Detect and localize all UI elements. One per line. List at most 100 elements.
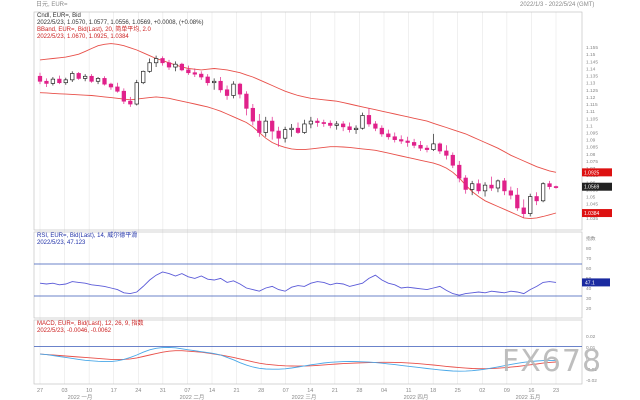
candle-body [379, 127, 384, 135]
x-tick-label: 14 [307, 388, 313, 394]
candle-body [276, 130, 281, 139]
price-axis-label: 1.12 [586, 95, 596, 101]
macd-axis-label: 0.02 [586, 334, 596, 340]
bollinger-lower-line [39, 92, 557, 220]
price-axis-label: 1.105 [586, 116, 598, 122]
candle-body [444, 150, 449, 156]
candle-body [257, 120, 262, 133]
candle-body [102, 78, 107, 85]
price-axis-label: 1.1 [586, 123, 593, 129]
rsi-axis-label: 指数 [586, 235, 596, 242]
tag-price-bg [582, 182, 612, 191]
candle-body [482, 184, 488, 192]
price-axis-label: 1.05 [586, 195, 596, 201]
x-tick-label: 25 [455, 388, 461, 394]
candle-body [95, 78, 101, 82]
price-axis-label: 1.145 [586, 59, 598, 65]
price-legend-2: 2022/5/23, 1.0570, 1.0577, 1.0556, 1.056… [37, 20, 204, 26]
candle-body [502, 180, 507, 192]
candle-body [76, 73, 81, 79]
date-range: 2022/1/3 - 2022/5/24 (GMT) [520, 2, 595, 8]
candle-body [212, 80, 217, 84]
candle-body [70, 73, 75, 81]
price-axis-label: 1.09 [586, 138, 596, 144]
candle-body [205, 76, 210, 84]
candle-body [270, 120, 275, 132]
candle-body [308, 120, 314, 125]
candle-body [341, 123, 346, 128]
rsi-legend-2: 2022/5/23, 47.123 [37, 240, 86, 246]
rsi-axis-label: 20 [586, 306, 592, 312]
x-month-label: 2022 四月 [404, 394, 429, 400]
candle-body [470, 183, 475, 190]
price-axis-label: 1.15 [586, 52, 596, 58]
candle-body [153, 58, 159, 64]
candle-body [37, 75, 43, 82]
candle-body [553, 186, 559, 188]
x-tick-label: 21 [332, 388, 338, 394]
price-axis-label: 1.11 [586, 109, 595, 115]
candle-body [521, 207, 526, 214]
candle-body [353, 127, 359, 131]
price-axis-label: 1.035 [586, 216, 598, 222]
rsi-tag: 47.1 [585, 280, 595, 286]
price-axis-label: 1.115 [586, 102, 598, 108]
x-tick-label: 28 [258, 388, 264, 394]
candle-body [302, 123, 307, 133]
x-month-label: 2022 三月 [292, 394, 317, 400]
x-tick-label: 11 [406, 388, 412, 394]
macd-axis-label: 0.01 [586, 345, 596, 351]
x-tick-label: 07 [283, 388, 289, 394]
candle-body [231, 83, 236, 96]
candle-body [115, 86, 120, 92]
candle-body [121, 90, 126, 102]
candle-body [411, 142, 417, 146]
macd-legend-1: MACD, EUR=, Bid(Last), 12, 26, 9, 指数 [37, 321, 144, 327]
x-tick-label: 07 [184, 388, 190, 394]
rsi-axis-label: 70 [586, 256, 592, 262]
candle-body [405, 140, 410, 143]
tag-upper-bg [582, 168, 612, 177]
candle-body [147, 62, 152, 72]
candle-body [508, 190, 513, 196]
candle-body [295, 127, 301, 133]
candle-body [89, 75, 94, 82]
candle-body [450, 154, 455, 166]
x-month-label: 2022 二月 [180, 394, 205, 400]
candle-body [250, 107, 255, 122]
price-axis-label: 1.085 [586, 145, 598, 151]
x-tick-label: 21 [234, 388, 240, 394]
bband-legend-2: 2022/5/23, 1.0670, 1.0925, 1.0384 [37, 34, 129, 40]
candle-body [399, 139, 404, 142]
candle-body [528, 196, 533, 214]
candle-body [282, 129, 288, 139]
price-axis-label: 1.14 [586, 66, 596, 72]
candle-body [237, 83, 243, 95]
candle-body [437, 143, 443, 152]
candle-body [386, 133, 391, 138]
candle-body [334, 123, 339, 126]
candle-body [392, 136, 397, 140]
x-tick-label: 09 [504, 388, 510, 394]
price-axis-label: 1.13 [586, 81, 596, 87]
x-tick-label: 03 [62, 388, 68, 394]
x-tick-label: 10 [86, 388, 92, 394]
candle-body [186, 69, 191, 74]
price-axis-label: 1.155 [586, 45, 598, 51]
macd-panel-frame [33, 319, 583, 385]
rsi-axis-label: 60 [586, 266, 592, 272]
candle-body [289, 127, 294, 131]
candle-body [50, 78, 56, 84]
macd-signal-line [39, 346, 556, 372]
rsi-panel-frame [33, 231, 583, 319]
x-tick-label: 02 [479, 388, 485, 394]
tag-lower: 1.0384 [584, 211, 600, 217]
price-panel-frame [33, 11, 583, 231]
price-axis-label: 1.08 [586, 152, 596, 158]
candle-body [134, 82, 139, 105]
candle-body [199, 73, 204, 78]
rsi-axis-label: 80 [586, 246, 592, 252]
candle-body [321, 122, 326, 124]
x-tick-label: 16 [528, 388, 534, 394]
x-month-label: 2022 五月 [516, 394, 541, 400]
